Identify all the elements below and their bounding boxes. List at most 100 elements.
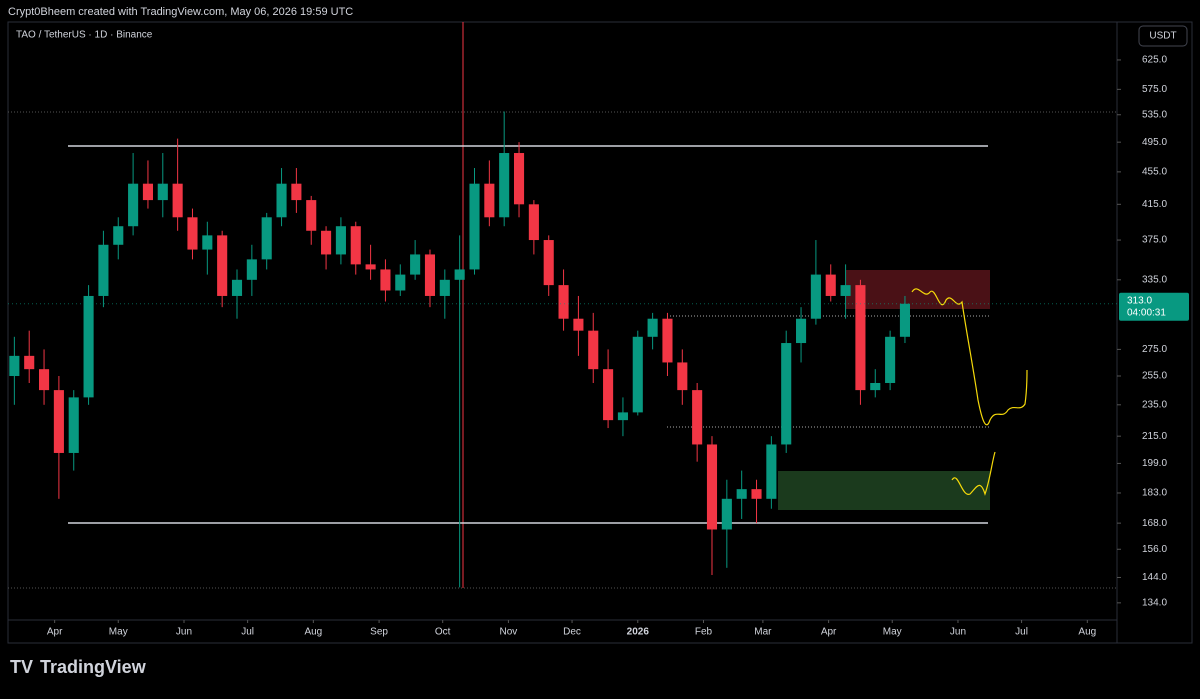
x-tick-label: Sep	[370, 627, 388, 638]
y-tick-label: 144.0	[1142, 572, 1167, 583]
chart-panel	[7, 21, 1193, 644]
candle-body	[128, 183, 139, 227]
brand-logo: TV TradingView	[10, 657, 147, 677]
candle-body	[899, 303, 911, 337]
currency[interactable]: USDT	[1149, 31, 1176, 42]
candle-body	[781, 343, 792, 445]
candle-body	[543, 240, 554, 286]
candle-body	[410, 254, 421, 275]
candle-body	[840, 285, 851, 296]
candle-body	[157, 183, 168, 201]
candle-body	[335, 226, 346, 255]
candle-body	[246, 259, 257, 280]
x-tick-label: Feb	[695, 627, 713, 638]
y-tick-label: 156.0	[1142, 544, 1167, 555]
candle-body	[53, 390, 64, 453]
candle-body	[424, 254, 436, 296]
y-tick-label: 455.0	[1142, 167, 1167, 178]
countdown: 04:00:31	[1127, 307, 1166, 318]
candle-body	[276, 183, 287, 218]
symbol-title: TAO / TetherUS · 1D · Binance	[16, 30, 153, 41]
y-tick-label: 134.0	[1142, 597, 1167, 608]
y-tick-label: 535.0	[1142, 109, 1167, 120]
candle-body	[885, 336, 896, 383]
candle-body	[142, 183, 153, 201]
last-price-box	[1119, 292, 1189, 321]
y-tick-label: 255.0	[1142, 371, 1167, 382]
y-tick-label: 275.0	[1142, 344, 1167, 355]
candle-body	[558, 285, 569, 319]
x-tick-label: Jun	[176, 627, 192, 638]
x-tick-label: Jul	[241, 627, 254, 638]
y-tick-label: 183.0	[1142, 488, 1167, 499]
candle-body	[98, 244, 109, 296]
y-tick-label: 575.0	[1142, 84, 1167, 95]
candle-body	[83, 295, 94, 398]
candle-body	[454, 269, 465, 280]
candle-body	[68, 397, 79, 453]
candle-body	[380, 269, 391, 291]
candle-body	[513, 153, 525, 205]
candle-body	[603, 369, 614, 421]
candle-body	[588, 330, 599, 370]
candle-body	[528, 204, 539, 241]
candle-body	[439, 279, 450, 296]
x-tick-label: Apr	[47, 627, 63, 638]
candle-body	[499, 153, 510, 218]
x-tick-label: Aug	[1078, 627, 1096, 638]
candle-body	[825, 274, 836, 296]
candle-body	[751, 489, 762, 499]
y-tick-label: 199.0	[1142, 458, 1167, 469]
candle-body	[766, 444, 777, 499]
candle-body	[350, 226, 361, 265]
logo-mark: TV	[10, 657, 33, 677]
last-price-label: 313.0	[1127, 295, 1152, 306]
y-tick-label: 335.0	[1142, 274, 1167, 285]
candle-body	[172, 183, 183, 218]
candle-body	[9, 355, 20, 377]
x-tick-label: Jul	[1015, 627, 1028, 638]
candle-body	[291, 183, 302, 201]
candle-body	[261, 217, 272, 260]
y-tick-label: 168.0	[1142, 518, 1167, 529]
candle-body	[632, 336, 643, 413]
y-tick-label: 415.0	[1142, 199, 1167, 210]
x-tick-label: 2026	[627, 627, 650, 638]
candle-body	[39, 369, 50, 391]
candle-body	[692, 390, 703, 445]
candle-body	[706, 444, 718, 530]
demand-zone	[778, 471, 990, 510]
x-tick-label: Jun	[950, 627, 966, 638]
candle-body	[231, 279, 243, 296]
brand: TradingView	[40, 657, 147, 677]
candle-body	[870, 382, 881, 391]
candle-body	[855, 285, 866, 391]
candle-body	[573, 318, 584, 331]
candle-body	[721, 498, 732, 530]
candle-body	[113, 226, 124, 245]
candle-body	[24, 355, 35, 370]
candle-body	[736, 489, 747, 499]
projection-path	[911, 288, 1028, 426]
candle-body	[484, 183, 495, 218]
x-tick-label: May	[109, 627, 128, 638]
x-tick-label: Dec	[563, 627, 581, 638]
candle-body	[202, 235, 213, 250]
candle-body	[321, 230, 332, 255]
x-tick-label: Mar	[754, 627, 772, 638]
candle-body	[617, 412, 628, 421]
x-tick-label: Aug	[304, 627, 322, 638]
x-tick-label: Nov	[500, 627, 518, 638]
x-tick-label: May	[883, 627, 902, 638]
y-tick-label: 625.0	[1142, 55, 1167, 66]
x-tick-label: Apr	[821, 627, 837, 638]
y-tick-label: 215.0	[1142, 431, 1167, 442]
projection-path	[951, 451, 996, 496]
candle-body	[677, 362, 688, 391]
x-tick-label: Oct	[435, 627, 451, 638]
currency-button[interactable]	[1138, 25, 1188, 47]
candle-body	[395, 274, 406, 291]
candle-body	[306, 200, 317, 231]
